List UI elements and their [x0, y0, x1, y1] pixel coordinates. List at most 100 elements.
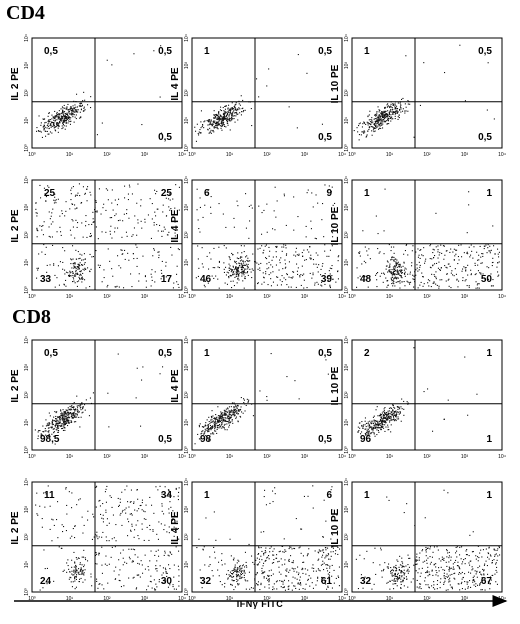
event-dot	[246, 255, 248, 257]
event-dot	[224, 417, 226, 419]
event-dot	[73, 421, 75, 423]
event-dot	[383, 427, 385, 429]
event-dot	[375, 120, 377, 122]
event-dot	[379, 423, 381, 425]
event-dot	[214, 425, 216, 427]
event-dot	[105, 536, 107, 538]
event-dot	[57, 114, 59, 116]
event-dot	[218, 575, 220, 577]
event-dot	[239, 108, 241, 110]
event-dot	[53, 119, 55, 121]
event-dot	[484, 245, 486, 247]
event-dot	[413, 564, 415, 566]
event-dot	[69, 405, 71, 407]
event-dot	[394, 407, 396, 409]
event-dot	[383, 273, 385, 275]
event-dot	[372, 129, 374, 131]
event-dot	[133, 576, 135, 578]
event-dot	[422, 255, 424, 257]
event-dot	[268, 274, 270, 276]
event-dot	[241, 108, 243, 110]
event-dot	[73, 414, 75, 416]
event-dot	[153, 512, 155, 514]
event-dot	[328, 275, 330, 277]
event-dot	[178, 209, 180, 211]
event-dot	[468, 285, 470, 287]
event-dot	[274, 229, 276, 231]
event-dot	[198, 424, 200, 426]
event-dot	[57, 423, 59, 425]
event-dot	[62, 261, 64, 263]
event-dot	[122, 220, 124, 222]
event-dot	[380, 127, 382, 129]
event-dot	[173, 526, 175, 528]
event-dot	[383, 417, 385, 419]
event-dot	[130, 489, 132, 491]
event-dot	[210, 419, 212, 421]
event-dot	[89, 286, 91, 288]
event-dot	[61, 415, 63, 417]
event-dot	[43, 549, 45, 551]
event-dot	[452, 251, 454, 253]
event-dot	[118, 504, 120, 506]
event-dot	[394, 580, 396, 582]
event-dot	[200, 132, 202, 134]
event-dot	[327, 553, 329, 555]
event-dot	[214, 418, 216, 420]
event-dot	[78, 265, 80, 267]
event-dot	[257, 563, 259, 565]
event-dot	[237, 583, 239, 585]
event-dot	[337, 270, 339, 272]
event-dot	[300, 528, 302, 530]
event-dot	[208, 565, 210, 567]
event-dot	[58, 422, 60, 424]
event-dot	[238, 107, 240, 109]
event-dot	[243, 287, 245, 289]
event-dot	[311, 277, 313, 279]
event-dot	[73, 280, 75, 282]
event-dot	[234, 406, 236, 408]
event-dot	[62, 247, 64, 249]
event-dot	[288, 585, 290, 587]
event-dot	[272, 281, 274, 283]
event-dot	[319, 550, 321, 552]
event-dot	[66, 571, 68, 573]
event-dot	[284, 263, 286, 265]
event-dot	[54, 274, 56, 276]
event-dot	[203, 433, 205, 435]
event-dot	[99, 499, 101, 501]
event-dot	[394, 270, 396, 272]
event-dot	[333, 582, 335, 584]
event-dot	[407, 570, 409, 572]
event-dot	[291, 589, 293, 591]
event-dot	[442, 558, 444, 560]
event-dot	[374, 420, 376, 422]
event-dot	[216, 416, 218, 418]
event-dot	[265, 559, 267, 561]
event-dot	[267, 284, 269, 286]
event-dot	[403, 569, 405, 571]
event-dot	[70, 199, 72, 201]
event-dot	[399, 263, 401, 265]
y-tick-label: 10⁰	[184, 588, 190, 596]
event-dot	[216, 418, 218, 420]
event-dot	[243, 402, 245, 404]
event-dot	[216, 114, 218, 116]
event-dot	[466, 549, 468, 551]
event-dot	[447, 279, 449, 281]
event-dot	[111, 217, 113, 219]
event-dot	[64, 423, 66, 425]
event-dot	[282, 581, 284, 583]
event-dot	[329, 284, 331, 286]
y-axis-label: IL 10 PE	[330, 64, 341, 103]
event-dot	[63, 526, 65, 528]
event-dot	[474, 581, 476, 583]
event-dot	[44, 118, 46, 120]
event-dot	[227, 421, 229, 423]
event-dot	[279, 550, 281, 552]
event-dot	[236, 282, 238, 284]
event-dot	[371, 119, 373, 121]
event-dot	[466, 232, 468, 234]
event-dot	[483, 564, 485, 566]
event-dot	[357, 426, 359, 428]
